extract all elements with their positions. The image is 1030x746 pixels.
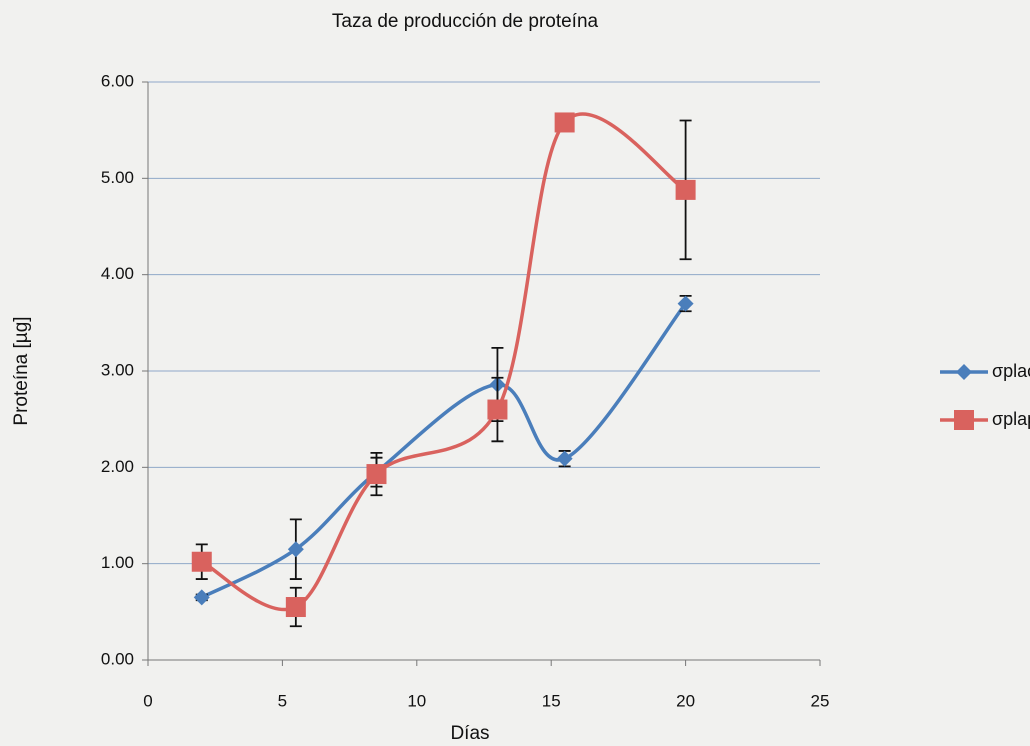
marker <box>677 295 694 312</box>
marker <box>366 464 387 485</box>
legend-label: σplacont <box>992 361 1030 381</box>
y-tick-label: 3.00 <box>101 360 134 379</box>
marker <box>556 450 573 467</box>
x-tick-label: 20 <box>676 691 695 710</box>
marker <box>287 541 304 558</box>
y-axis-label: Proteína [µg] <box>11 316 32 425</box>
x-tick-label: 10 <box>407 691 426 710</box>
marker <box>285 597 306 618</box>
x-tick-label: 5 <box>278 691 287 710</box>
marker <box>191 551 212 572</box>
x-axis-label: Días <box>450 723 489 744</box>
legend-marker <box>956 364 972 380</box>
marker <box>675 179 696 200</box>
x-tick-label: 15 <box>542 691 561 710</box>
marker <box>193 589 210 606</box>
chart-title: Taza de producción de proteína <box>332 11 599 32</box>
legend-marker <box>954 410 974 430</box>
y-tick-label: 6.00 <box>101 71 134 90</box>
y-tick-label: 2.00 <box>101 457 134 476</box>
y-tick-label: 0.00 <box>101 649 134 668</box>
y-tick-label: 1.00 <box>101 553 134 572</box>
y-tick-label: 5.00 <box>101 168 134 187</box>
legend-label: σplappy <box>992 409 1030 429</box>
y-tick-label: 4.00 <box>101 264 134 283</box>
x-tick-label: 25 <box>811 691 830 710</box>
x-tick-label: 0 <box>143 691 152 710</box>
marker <box>487 399 508 420</box>
marker <box>554 112 575 133</box>
